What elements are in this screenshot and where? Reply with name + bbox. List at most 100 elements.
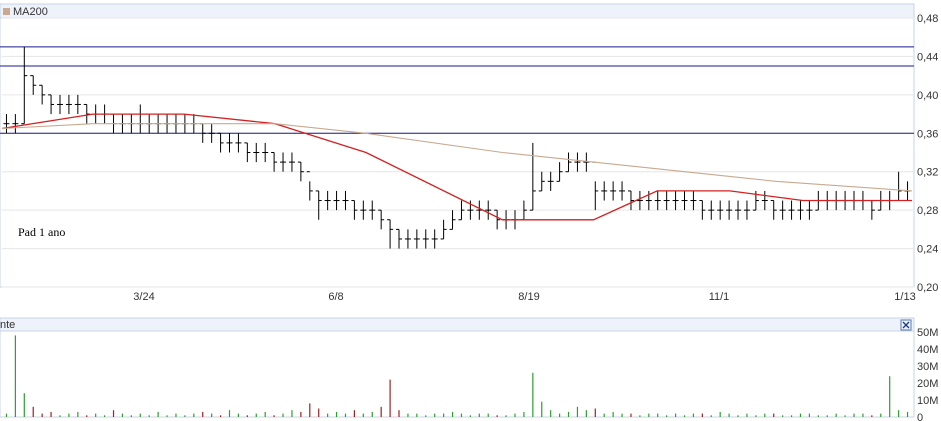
ohlc-bar [431, 229, 438, 249]
ohlc-bar [306, 171, 313, 201]
price-x-tick-label: 11/1 [709, 291, 730, 303]
ohlc-bar [761, 190, 768, 211]
ohlc-bar [770, 200, 777, 220]
volume-bars [5, 335, 909, 417]
price-y-tick-label: 0,36 [917, 128, 938, 140]
ohlc-bar [378, 209, 385, 230]
ohlc-bar [280, 152, 287, 172]
ma-short-line [1, 113, 912, 221]
price-y-tick-label: 0,28 [917, 205, 938, 217]
ohlc-bar [485, 200, 492, 220]
price-x-tick-label: 8/19 [518, 291, 539, 303]
ohlc-bar [351, 200, 358, 220]
ohlc-bar [699, 200, 706, 220]
period-annotation: Pad 1 ano [18, 225, 65, 239]
price-y-tick-label: 0,20 [917, 282, 938, 294]
price-y-tick-label: 0,48 [917, 13, 938, 25]
price-y-axis: 0,20 0,24 0,28 0,32 0,36 0,40 0,44 0,48 [917, 13, 938, 294]
price-y-tick-label: 0,24 [917, 244, 938, 256]
ohlc-bar [458, 200, 465, 221]
ohlc-bar [396, 228, 403, 249]
ohlc-bar [48, 94, 55, 115]
ohlc-bar [226, 133, 233, 153]
ohlc-bar [21, 46, 28, 125]
ohlc-bar [288, 152, 295, 172]
ohlc-bar [342, 190, 349, 211]
volume-y-tick-label: 50M [917, 327, 938, 339]
ohlc-bar [726, 200, 733, 220]
ohlc-bar [404, 229, 411, 249]
volume-y-tick-label: 30M [917, 361, 938, 373]
ohlc-bar [610, 181, 617, 201]
ohlc-bar [690, 190, 697, 211]
ohlc-bar [217, 132, 224, 153]
volume-panel-frame [0, 317, 915, 418]
ohlc-bar [244, 142, 251, 163]
ohlc-bar [494, 209, 501, 230]
ohlc-bar [387, 219, 394, 249]
ohlc-bar [743, 200, 750, 220]
ohlc-bar [538, 171, 545, 192]
ohlc-bar [12, 114, 19, 134]
ohlc-bar [547, 171, 554, 191]
ohlc-bar [440, 219, 447, 240]
ohlc-bar [654, 190, 661, 211]
volume-y-tick-label: 40M [917, 344, 938, 356]
price-panel-frame [0, 3, 915, 288]
ohlc-bar [208, 123, 215, 143]
price-y-tick-label: 0,32 [917, 167, 938, 179]
ma200-legend-swatch [3, 8, 10, 15]
moving-average-lines [1, 113, 913, 221]
ohlc-bar [717, 200, 724, 220]
price-ohlc-bars [3, 46, 911, 249]
ohlc-bar [708, 200, 715, 220]
ohlc-bar [788, 200, 795, 220]
ohlc-bar [74, 94, 81, 115]
volume-y-tick-label: 0 [917, 412, 923, 421]
ohlc-bar [271, 152, 278, 172]
ohlc-bar [449, 210, 456, 230]
price-x-tick-label: 3/24 [133, 291, 154, 303]
price-x-tick-label: 1/13 [894, 291, 915, 303]
ma200-legend-label: MA200 [13, 6, 48, 18]
ohlc-bar [262, 142, 269, 163]
ohlc-bar [297, 161, 304, 182]
ma200-line [1, 123, 913, 192]
volume-y-tick-label: 20M [917, 378, 938, 390]
ohlc-bar [619, 181, 626, 201]
ohlc-bar [779, 200, 786, 220]
ohlc-bar [556, 162, 563, 182]
close-icon[interactable] [900, 319, 912, 331]
price-y-tick-label: 0,44 [917, 51, 938, 63]
ohlc-bar [413, 229, 420, 249]
ohlc-bar [235, 133, 242, 153]
ohlc-bar [333, 190, 340, 211]
ohlc-bar [529, 142, 536, 211]
ohlc-bar [315, 190, 322, 220]
ohlc-bar [681, 190, 688, 211]
ohlc-bar [797, 200, 804, 220]
ohlc-bar [663, 190, 670, 211]
price-x-tick-label: 6/8 [328, 291, 343, 303]
ohlc-bar [806, 200, 813, 220]
ohlc-bar [627, 190, 634, 211]
volume-y-tick-label: 10M [917, 395, 938, 407]
ohlc-bar [422, 229, 429, 249]
ohlc-bar [574, 152, 581, 172]
volume-y-axis: 0 10M 20M 30M 40M 50M [917, 327, 938, 421]
ohlc-bar [735, 200, 742, 220]
ohlc-bar [253, 142, 260, 163]
ohlc-bar [30, 75, 37, 95]
ohlc-bar [39, 84, 46, 105]
ohlc-bar [3, 114, 10, 134]
ohlc-bar [360, 200, 367, 220]
price-panel-header [0, 3, 915, 19]
volume-panel-header [0, 317, 915, 332]
ohlc-bar [565, 152, 572, 173]
volume-panel-title: nte [0, 319, 15, 331]
ohlc-bar [56, 94, 63, 115]
ohlc-bar [65, 94, 72, 115]
ohlc-bar [369, 200, 376, 220]
price-horizontal-lines [0, 46, 914, 134]
